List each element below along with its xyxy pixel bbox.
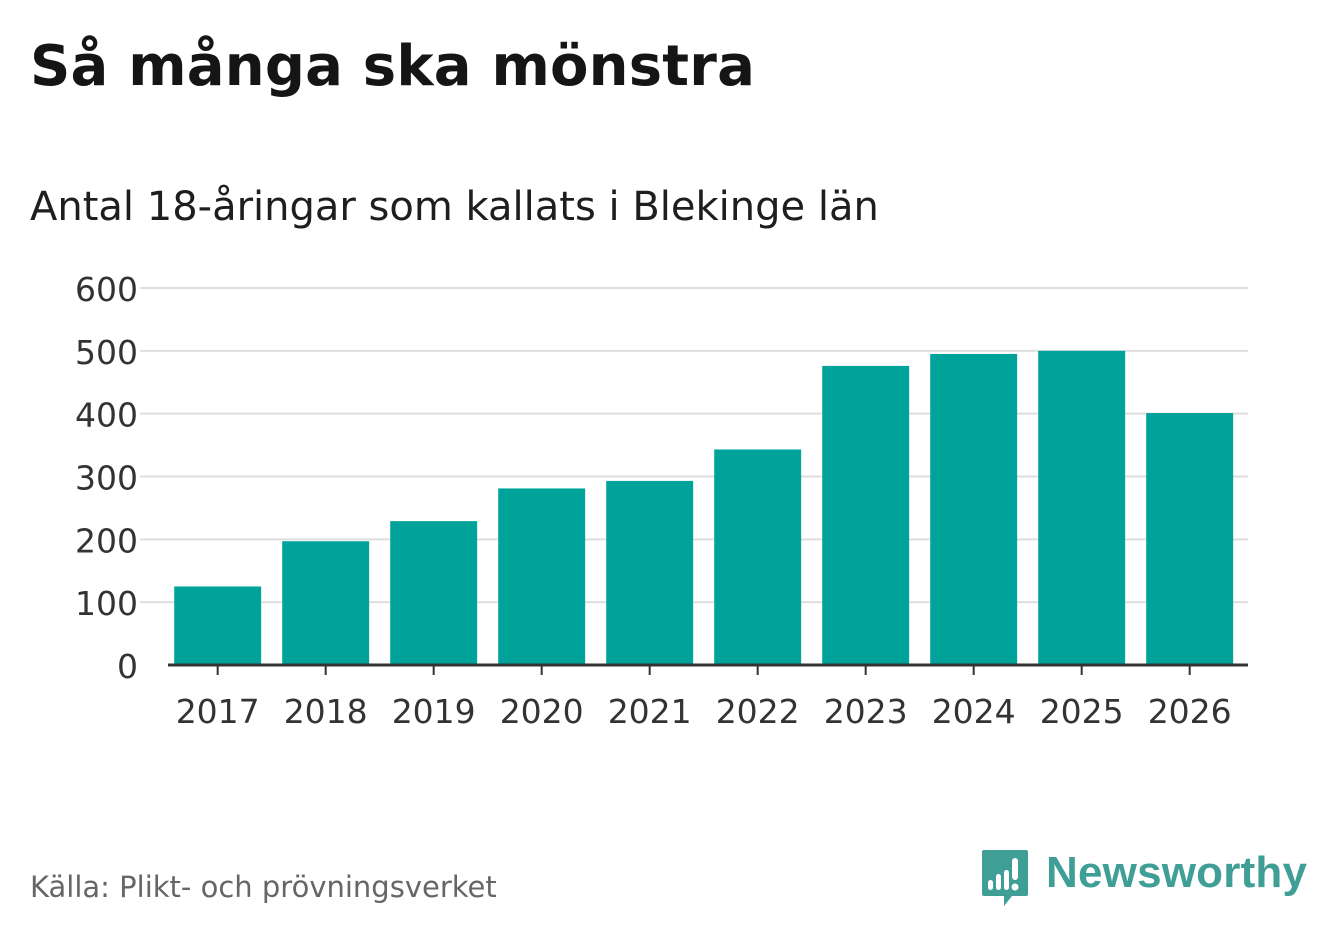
x-tick-label: 2022	[716, 692, 800, 731]
x-tick-label: 2020	[500, 692, 584, 731]
x-tick-label: 2026	[1148, 692, 1232, 731]
bar-chart: 0 100 200 300 400 500 600 2017 2018 2019 2020 2021…	[75, 270, 1248, 731]
source-note: Källa: Plikt- och prövningsverket	[30, 870, 497, 904]
y-tick-label: 500	[75, 333, 138, 372]
x-tick-label: 2018	[284, 692, 368, 731]
bars	[174, 350, 1234, 665]
newsworthy-chart-bubble-icon	[982, 850, 1028, 906]
y-tick-label: 300	[75, 459, 138, 498]
y-axis-ticks: 0 100 200 300 400 500 600	[75, 270, 138, 686]
x-tick-label: 2019	[392, 692, 476, 731]
y-tick-label: 100	[75, 584, 138, 623]
bar-2018	[282, 541, 370, 665]
bar-2020	[498, 488, 586, 665]
x-axis-ticks: 2017 2018 2019 2020 2021 2022 2023 2024 2025 2026	[176, 665, 1232, 731]
bar-2023	[822, 365, 910, 665]
bar-2022	[714, 449, 802, 665]
newsworthy-logo: Newsworthy	[980, 848, 1307, 910]
x-tick-label: 2025	[1040, 692, 1124, 731]
bar-2026	[1146, 413, 1234, 665]
x-tick-label: 2024	[932, 692, 1016, 731]
chart-title: Så många ska mönstra	[30, 34, 756, 99]
y-tick-label: 400	[75, 396, 138, 435]
x-tick-label: 2023	[824, 692, 908, 731]
bar-2024	[930, 353, 1018, 665]
y-tick-label: 600	[75, 270, 138, 309]
bar-2019	[390, 521, 478, 665]
chart-subtitle: Antal 18-åringar som kallats i Blekinge …	[30, 184, 879, 230]
bar-2017	[174, 586, 262, 665]
y-tick-label: 0	[117, 647, 138, 686]
bar-2021	[606, 480, 694, 665]
bar-2025	[1038, 350, 1126, 665]
x-tick-label: 2017	[176, 692, 260, 731]
y-tick-label: 200	[75, 521, 138, 560]
brand-name: Newsworthy	[1046, 848, 1308, 897]
x-tick-label: 2021	[608, 692, 692, 731]
